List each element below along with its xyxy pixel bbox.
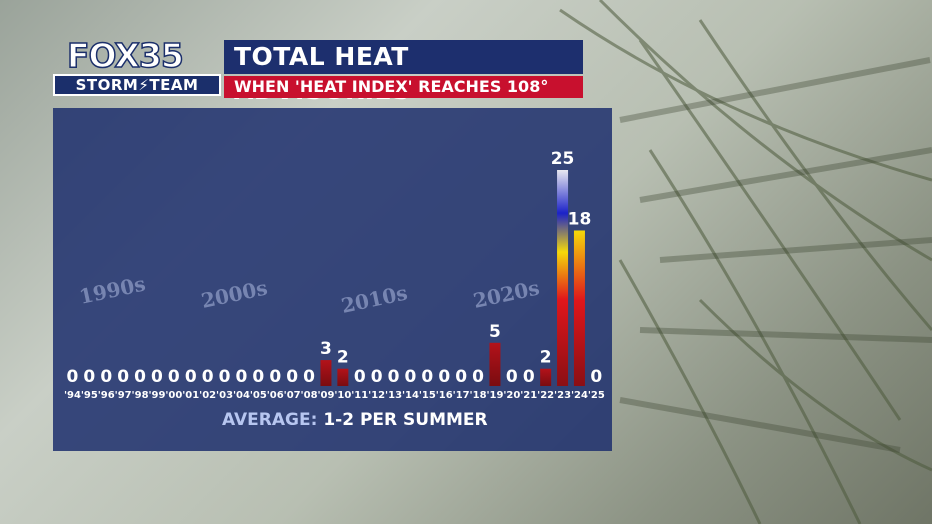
value-label: 0 — [151, 367, 163, 387]
decade-label: 2000s — [199, 275, 269, 312]
bar-chart: 1990s 2000s 2010s 2020s 0 0 0 0 0 0 0 0 0 0 0 0 0 0 03 20 0… — [64, 149, 605, 401]
average-value: 1-2 PER SUMMER — [323, 410, 488, 430]
bar — [337, 368, 349, 386]
value-label: 0 — [252, 367, 264, 387]
value-label: 2 — [540, 348, 552, 368]
x-tick-label: '10 — [334, 390, 351, 401]
x-tick-label: '96 — [98, 390, 115, 401]
value-label: 0 — [134, 367, 146, 387]
value-label: 3 — [320, 339, 332, 359]
value-label: 0 — [100, 367, 112, 387]
x-tick-label: '02 — [199, 390, 216, 401]
value-label: 0 — [168, 367, 180, 387]
bar — [540, 368, 552, 386]
value-label: 0 — [405, 367, 417, 387]
value-label: 0 — [303, 367, 315, 387]
x-tick-label: '08 — [301, 390, 318, 401]
logo-fox35: FOX35 — [66, 36, 221, 75]
value-label: 2 — [337, 348, 349, 368]
bar — [573, 230, 585, 386]
x-tick-label: '09 — [317, 390, 334, 401]
value-label: 0 — [438, 367, 450, 387]
value-label: 5 — [489, 322, 501, 342]
x-tick-label: '21 — [520, 390, 537, 401]
value-label: 0 — [371, 367, 383, 387]
x-tick-label: '05 — [250, 390, 267, 401]
x-tick-label: '94 — [64, 390, 81, 401]
decade-label: 1990s — [77, 271, 147, 308]
x-tick-label: '97 — [115, 390, 132, 401]
value-label: 0 — [185, 367, 197, 387]
value-label: 0 — [354, 367, 366, 387]
value-label: 0 — [202, 367, 214, 387]
value-label: 0 — [219, 367, 231, 387]
x-tick-label: '20 — [503, 390, 520, 401]
x-tick-label: '24 — [571, 390, 588, 401]
value-label: 0 — [236, 367, 248, 387]
value-label: 0 — [83, 367, 95, 387]
bar — [320, 360, 332, 386]
x-tick-label: '07 — [284, 390, 301, 401]
decade-label: 2020s — [471, 275, 541, 312]
bar — [557, 170, 569, 386]
x-tick-label: '25 — [588, 390, 605, 401]
logo-fox-text: FOX — [66, 36, 140, 75]
average-footer: AVERAGE: 1-2 PER SUMMER — [53, 410, 612, 430]
value-label: 0 — [590, 367, 602, 387]
value-label: 25 — [551, 149, 575, 169]
x-tick-label: '23 — [554, 390, 571, 401]
logo-number-text: 35 — [138, 36, 184, 75]
x-tick-label: '01 — [182, 390, 199, 401]
x-tick-label: '03 — [216, 390, 233, 401]
x-tick-label: '17 — [453, 390, 470, 401]
decade-label: 2010s — [339, 280, 409, 317]
value-label: 18 — [568, 209, 592, 229]
x-tick-label: '18 — [470, 390, 487, 401]
logo-storm-team: STORM⚡TEAM — [53, 74, 221, 96]
x-tick-label: '16 — [436, 390, 453, 401]
x-tick-label: '11 — [351, 390, 368, 401]
x-tick-label: '12 — [368, 390, 385, 401]
x-tick-label: '19 — [486, 390, 503, 401]
value-label: 0 — [455, 367, 467, 387]
value-label: 0 — [269, 367, 281, 387]
value-label: 0 — [472, 367, 484, 387]
value-label: 0 — [67, 367, 79, 387]
average-label: AVERAGE: — [222, 410, 318, 430]
chart-title: TOTAL HEAT ADVISORIES — [224, 40, 583, 105]
value-label: 0 — [286, 367, 298, 387]
value-label: 0 — [523, 367, 535, 387]
value-label: 0 — [421, 367, 433, 387]
x-tick-label: '00 — [165, 390, 182, 401]
x-tick-label: '95 — [81, 390, 98, 401]
value-label: 0 — [506, 367, 518, 387]
bar — [489, 342, 501, 386]
chart-subtitle: WHEN 'HEAT INDEX' REACHES 108° — [224, 76, 583, 98]
fox35-storm-team-logo: FOX35 STORM⚡TEAM — [53, 36, 221, 96]
x-tick-label: '14 — [402, 390, 419, 401]
value-label: 0 — [388, 367, 400, 387]
x-tick-label: '98 — [132, 390, 149, 401]
x-tick-label: '13 — [385, 390, 402, 401]
value-label: 0 — [117, 367, 129, 387]
x-tick-label: '22 — [537, 390, 554, 401]
x-tick-label: '06 — [267, 390, 284, 401]
x-tick-label: '15 — [419, 390, 436, 401]
x-tick-label: '04 — [233, 390, 250, 401]
x-tick-label: '99 — [148, 390, 165, 401]
